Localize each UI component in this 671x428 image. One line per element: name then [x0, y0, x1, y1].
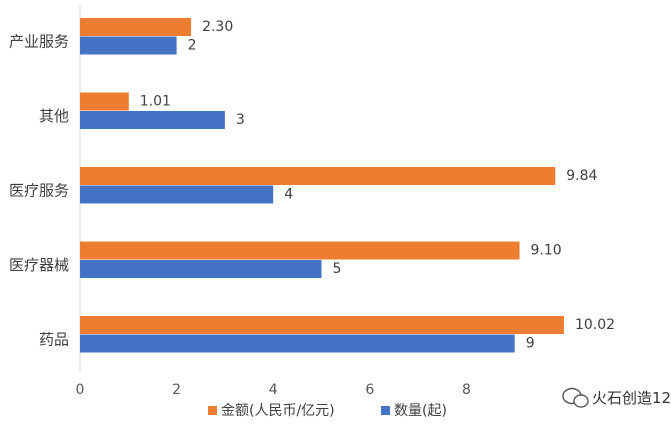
- bar-count: [80, 260, 322, 278]
- data-label-count: 5: [333, 261, 342, 277]
- legend-swatch: [381, 406, 390, 415]
- legend-item-count: 数量(起): [381, 403, 447, 419]
- legend-label: 数量(起): [394, 403, 447, 419]
- x-tick-label: 4: [269, 382, 278, 398]
- bar-amount: [80, 167, 556, 185]
- legend: 金额(人民币/亿元) 数量(起): [208, 403, 447, 419]
- category-label: 其他: [39, 107, 69, 125]
- data-label-amount: 10.02: [575, 317, 615, 333]
- bar-amount: [80, 92, 129, 111]
- category-label: 医疗服务: [9, 181, 69, 199]
- x-tick-label: 0: [76, 382, 85, 398]
- bar-amount: [80, 316, 564, 334]
- data-label-count: 3: [236, 112, 245, 128]
- wechat-icon: [562, 387, 589, 408]
- data-label-amount: 2.30: [202, 19, 233, 35]
- data-label-count: 4: [284, 187, 293, 203]
- category-label: 医疗器械: [9, 256, 69, 274]
- x-tick-label: 6: [365, 382, 374, 398]
- bar-count: [80, 185, 274, 204]
- data-label-amount: 9.84: [566, 168, 597, 184]
- x-tick-labels: 0 2 4 6 8: [76, 382, 471, 398]
- bar-amount: [80, 18, 192, 36]
- legend-label: 金额(人民币/亿元): [221, 403, 335, 419]
- category-label: 产业服务: [9, 32, 69, 50]
- data-label-amount: 9.10: [531, 243, 562, 259]
- data-label-amount: 1.01: [140, 94, 171, 110]
- data-label-count: 2: [188, 38, 197, 54]
- bar-count: [80, 36, 177, 55]
- legend-item-amount: 金额(人民币/亿元): [208, 403, 335, 419]
- bars-layer: 2.30 2 1.01 3 9.84 4 9.10 5 10.02 9: [80, 18, 615, 353]
- data-label-count: 9: [526, 336, 535, 352]
- bar-amount: [80, 241, 520, 260]
- x-tick-label: 2: [172, 382, 181, 398]
- category-label: 药品: [39, 330, 69, 348]
- bar-count: [80, 111, 225, 129]
- watermark: 火石创造12: [562, 387, 671, 408]
- legend-swatch: [208, 406, 217, 415]
- bar-count: [80, 334, 515, 353]
- watermark-text: 火石创造12: [592, 389, 671, 407]
- x-tick-label: 8: [462, 382, 471, 398]
